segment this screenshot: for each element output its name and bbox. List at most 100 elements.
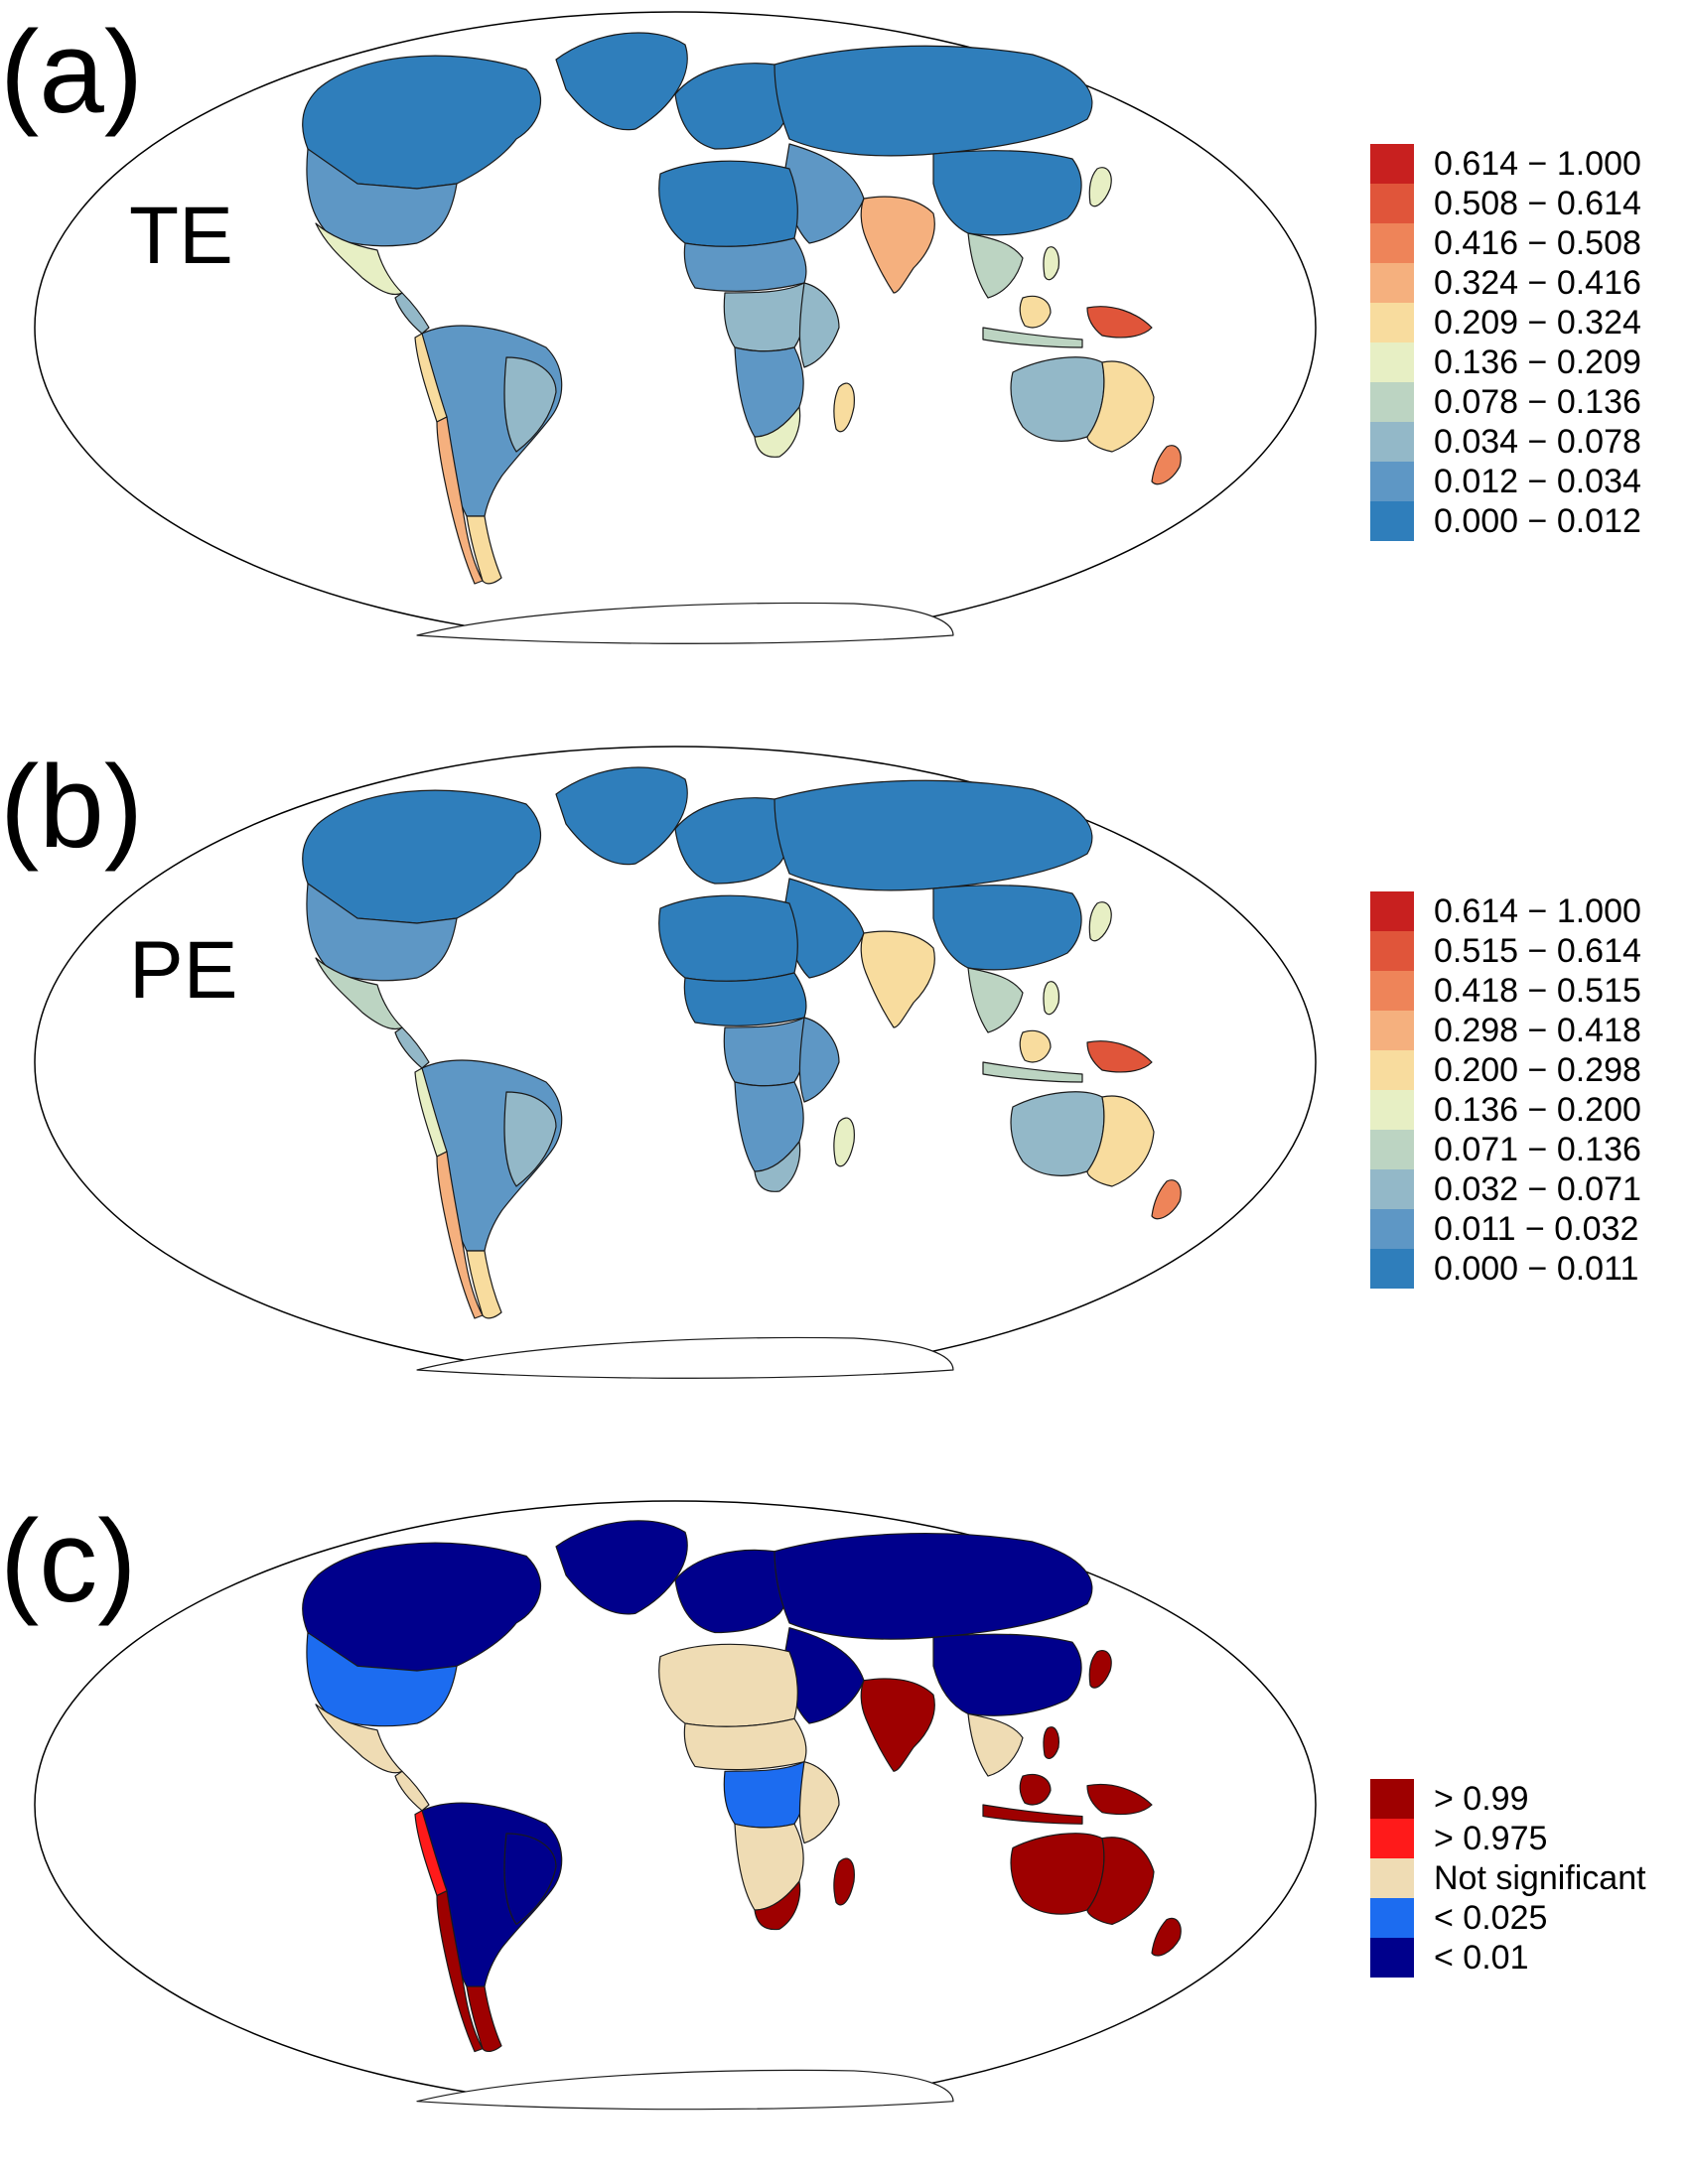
legend-item: 0.614 − 1.000 (1370, 891, 1641, 931)
region-patagonia (466, 515, 502, 585)
map-variable-label: TE (129, 191, 233, 281)
legend-label: < 0.025 (1434, 1899, 1548, 1937)
region-japan (1088, 901, 1112, 942)
legend-label: 0.418 − 0.515 (1434, 972, 1641, 1010)
region-russia (774, 45, 1093, 157)
region-new-zealand (1151, 1179, 1182, 1220)
legend-swatch (1370, 1130, 1414, 1169)
region-south-africa (754, 1880, 801, 1931)
legend-swatch (1370, 931, 1414, 971)
legend-item: 0.078 − 0.136 (1370, 382, 1641, 422)
region-north-africa (658, 1643, 798, 1727)
region-new-guinea (1086, 1783, 1153, 1816)
region-brazil-east (503, 356, 557, 453)
legend-swatch (1370, 1011, 1414, 1050)
legend-item: 0.071 − 0.136 (1370, 1130, 1641, 1169)
region-australia-east (1086, 1837, 1155, 1926)
panel-label: (a) (0, 7, 144, 138)
legend-item: Not significant (1370, 1858, 1646, 1898)
region-madagascar (833, 382, 855, 433)
region-indonesia (982, 327, 1083, 348)
region-chile (436, 416, 484, 585)
legend-label: 0.209 − 0.324 (1434, 304, 1641, 341)
legend-swatch (1370, 1090, 1414, 1130)
legend-item: 0.034 − 0.078 (1370, 422, 1641, 462)
legend-item: 0.515 − 0.614 (1370, 931, 1641, 971)
legend-swatch (1370, 1898, 1414, 1938)
legend-swatch (1370, 1819, 1414, 1858)
region-north-america (302, 1542, 542, 1672)
region-greenland (555, 766, 688, 866)
legend: 0.614 − 1.000 0.515 − 0.614 0.418 − 0.515 0… (1370, 891, 1641, 1289)
legend-label: 0.034 − 0.078 (1434, 423, 1641, 461)
region-borneo (1019, 1773, 1052, 1806)
legend-label: 0.515 − 0.614 (1434, 932, 1641, 970)
legend-item: > 0.99 (1370, 1779, 1646, 1819)
region-new-zealand (1151, 445, 1182, 485)
legend-label: 0.324 − 0.416 (1434, 264, 1641, 302)
region-russia (774, 1533, 1093, 1640)
region-philippines (1043, 1726, 1059, 1760)
legend-label: Not significant (1434, 1859, 1646, 1897)
legend-swatch (1370, 1249, 1414, 1289)
region-australia-west (1010, 1833, 1105, 1915)
legend-label: 0.011 − 0.032 (1434, 1210, 1639, 1248)
world-map-b: PE (34, 746, 1317, 1379)
legend-swatch (1370, 223, 1414, 263)
region-india (860, 930, 935, 1028)
legend-item: < 0.01 (1370, 1938, 1646, 1978)
region-new-guinea (1086, 306, 1153, 339)
panel-b: PE (b) 0.614 − 1.000 0.515 − 0.614 0.418 −… (0, 735, 1690, 1430)
region-chile (436, 1890, 484, 2053)
region-south-africa (754, 1141, 801, 1192)
region-east-africa (798, 282, 840, 368)
legend-label: 0.508 − 0.614 (1434, 185, 1641, 222)
region-south-africa (754, 406, 801, 458)
legend-item: 0.324 − 0.416 (1370, 263, 1641, 303)
legend-label: 0.012 − 0.034 (1434, 463, 1641, 500)
legend-swatch (1370, 462, 1414, 501)
region-indonesia (982, 1061, 1083, 1083)
legend-swatch (1370, 303, 1414, 342)
legend-item: 0.418 − 0.515 (1370, 971, 1641, 1011)
region-china (932, 150, 1082, 236)
legend-swatch (1370, 501, 1414, 541)
legend-label: > 0.975 (1434, 1820, 1548, 1857)
region-se-asia (967, 232, 1024, 299)
region-europe (674, 1549, 791, 1634)
legend-swatch (1370, 1858, 1414, 1898)
legend-swatch (1370, 263, 1414, 303)
region-borneo (1019, 295, 1052, 329)
map-variable-label: PE (129, 925, 237, 1016)
region-borneo (1019, 1029, 1052, 1063)
legend-swatch (1370, 1779, 1414, 1819)
region-japan (1088, 1650, 1112, 1689)
region-indonesia (982, 1804, 1083, 1825)
region-new-zealand (1151, 1917, 1182, 1957)
region-usa-west (306, 1631, 458, 1727)
region-india (860, 196, 935, 294)
legend-item: 0.000 − 0.011 (1370, 1249, 1641, 1289)
region-europe (674, 797, 791, 885)
legend-label: 0.000 − 0.012 (1434, 502, 1641, 540)
legend-label: 0.614 − 1.000 (1434, 892, 1641, 930)
region-east-africa (798, 1017, 840, 1103)
legend-swatch (1370, 1169, 1414, 1209)
region-philippines (1043, 981, 1059, 1016)
region-madagascar (833, 1857, 855, 1906)
region-greenland (555, 32, 688, 131)
panel-c: (c) > 0.99 > 0.975 Not significant < 0.025 <… (0, 1489, 1690, 2184)
region-usa-west (306, 883, 458, 982)
region-australia-west (1010, 356, 1105, 442)
region-central-africa (723, 1017, 807, 1087)
region-madagascar (833, 1117, 855, 1167)
legend-label: 0.071 − 0.136 (1434, 1131, 1641, 1168)
legend-item: 0.136 − 0.209 (1370, 342, 1641, 382)
legend-item: 0.298 − 0.418 (1370, 1011, 1641, 1050)
region-new-guinea (1086, 1040, 1153, 1073)
region-patagonia (466, 1250, 502, 1319)
region-china (932, 1633, 1082, 1716)
region-china (932, 885, 1082, 971)
region-north-africa (658, 894, 798, 982)
legend-item: 0.011 − 0.032 (1370, 1209, 1641, 1249)
